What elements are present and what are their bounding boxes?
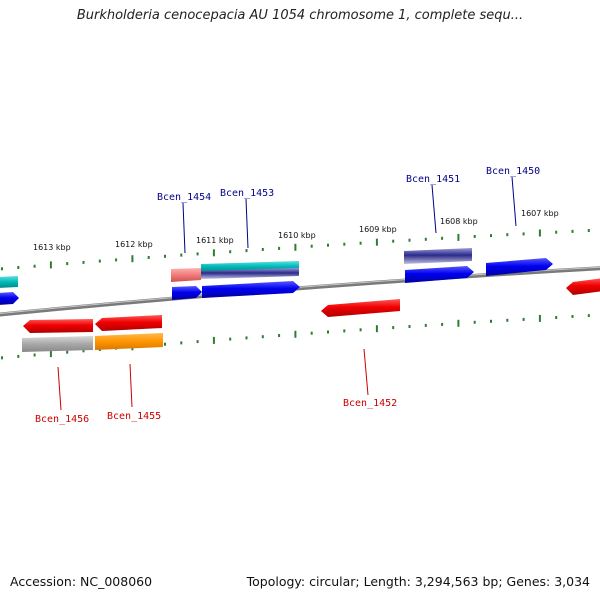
genome-stats-text: Topology: circular; Length: 3,294,563 bp…: [246, 574, 590, 589]
leader-bcen-1450: [511, 176, 517, 227]
kbp-label-1607: 1607 kbp: [521, 209, 559, 218]
gene-arrow-bcen-1451[interactable]: [405, 266, 474, 283]
kbp-label-1611: 1611 kbp: [196, 236, 234, 245]
gene-label-bcen-1452[interactable]: Bcen_1452: [343, 398, 397, 409]
gene-label-bcen-1453[interactable]: Bcen_1453: [220, 188, 274, 199]
feature-pink[interactable]: [171, 268, 201, 282]
leader-bcen-1452: [363, 348, 369, 396]
leader-bcen-1455: [129, 363, 133, 408]
gene-arrow-left-edge[interactable]: [0, 292, 19, 305]
feature-grey-1456[interactable]: [22, 336, 93, 352]
gene-arrow-bcen-1454[interactable]: [172, 286, 202, 300]
kbp-label-1609: 1609 kbp: [359, 225, 397, 234]
leader-bcen-1453: [245, 198, 249, 249]
feature-cyan-left[interactable]: [0, 276, 18, 288]
kbp-label-1608: 1608 kbp: [440, 217, 478, 226]
kbp-label-1610: 1610 kbp: [278, 231, 316, 240]
feature-orange-1455[interactable]: [95, 333, 163, 350]
gene-label-bcen-1451[interactable]: Bcen_1451: [406, 174, 460, 185]
accession-text: Accession: NC_008060: [10, 574, 153, 589]
gene-label-bcen-1456[interactable]: Bcen_1456: [35, 414, 89, 425]
feature-navy-1453[interactable]: [201, 268, 299, 279]
scale-ticks-forward: [1, 229, 590, 271]
feature-navy-1451[interactable]: [404, 248, 472, 264]
kbp-label-1612: 1612 kbp: [115, 240, 153, 249]
leader-bcen-1451: [431, 184, 437, 234]
gene-arrow-bcen-1452[interactable]: [321, 299, 400, 317]
gene-arrow-bcen-1453[interactable]: [202, 281, 300, 298]
chromosome-backbone: [0, 266, 600, 317]
gene-label-bcen-1455[interactable]: Bcen_1455: [107, 411, 161, 422]
leader-bcen-1454: [182, 202, 186, 254]
gene-label-bcen-1450[interactable]: Bcen_1450: [486, 166, 540, 177]
leader-bcen-1456: [57, 366, 62, 411]
gene-arrow-bcen-1456[interactable]: [23, 319, 93, 333]
gene-arrow-right-edge[interactable]: [566, 278, 600, 295]
kbp-label-1613: 1613 kbp: [33, 243, 71, 252]
gene-arrow-bcen-1455[interactable]: [95, 315, 162, 331]
gene-label-bcen-1454[interactable]: Bcen_1454: [157, 192, 211, 203]
gene-arrow-bcen-1450[interactable]: [486, 258, 553, 276]
map-title: Burkholderia cenocepacia AU 1054 chromos…: [76, 8, 524, 23]
